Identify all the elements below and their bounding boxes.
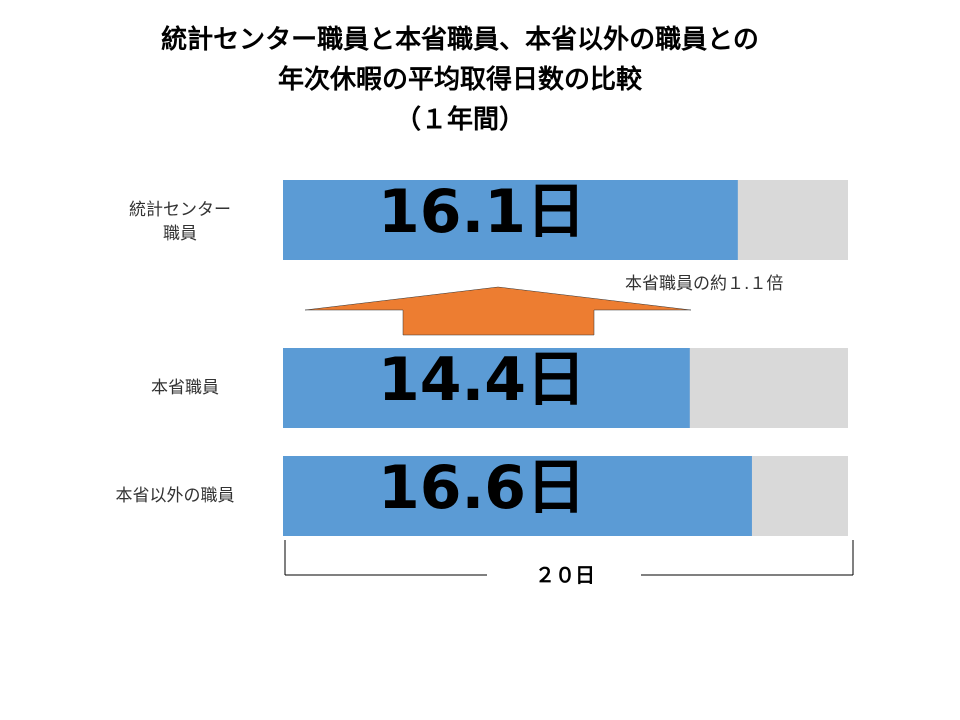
chart-title: 統計センター職員と本省職員、本省以外の職員との [161, 24, 759, 55]
bar [283, 348, 690, 428]
category-label: 本省以外の職員 [115, 486, 235, 506]
bar [283, 180, 738, 260]
category-label: 本省職員 [151, 378, 219, 398]
annotation: 本省職員の約１.１倍 [625, 274, 783, 294]
value-label: 16.1日 [378, 177, 586, 247]
scale-label: ２０日 [535, 563, 595, 587]
value-label: 16.6日 [378, 453, 586, 523]
category-label: 統計センター職員 [129, 200, 231, 244]
arrow [304, 286, 692, 336]
chart-title: 年次休暇の平均取得日数の比較 [278, 64, 643, 95]
chart-title: （１年間） [395, 104, 525, 135]
value-label: 14.4日 [378, 345, 586, 415]
bar [283, 456, 752, 536]
